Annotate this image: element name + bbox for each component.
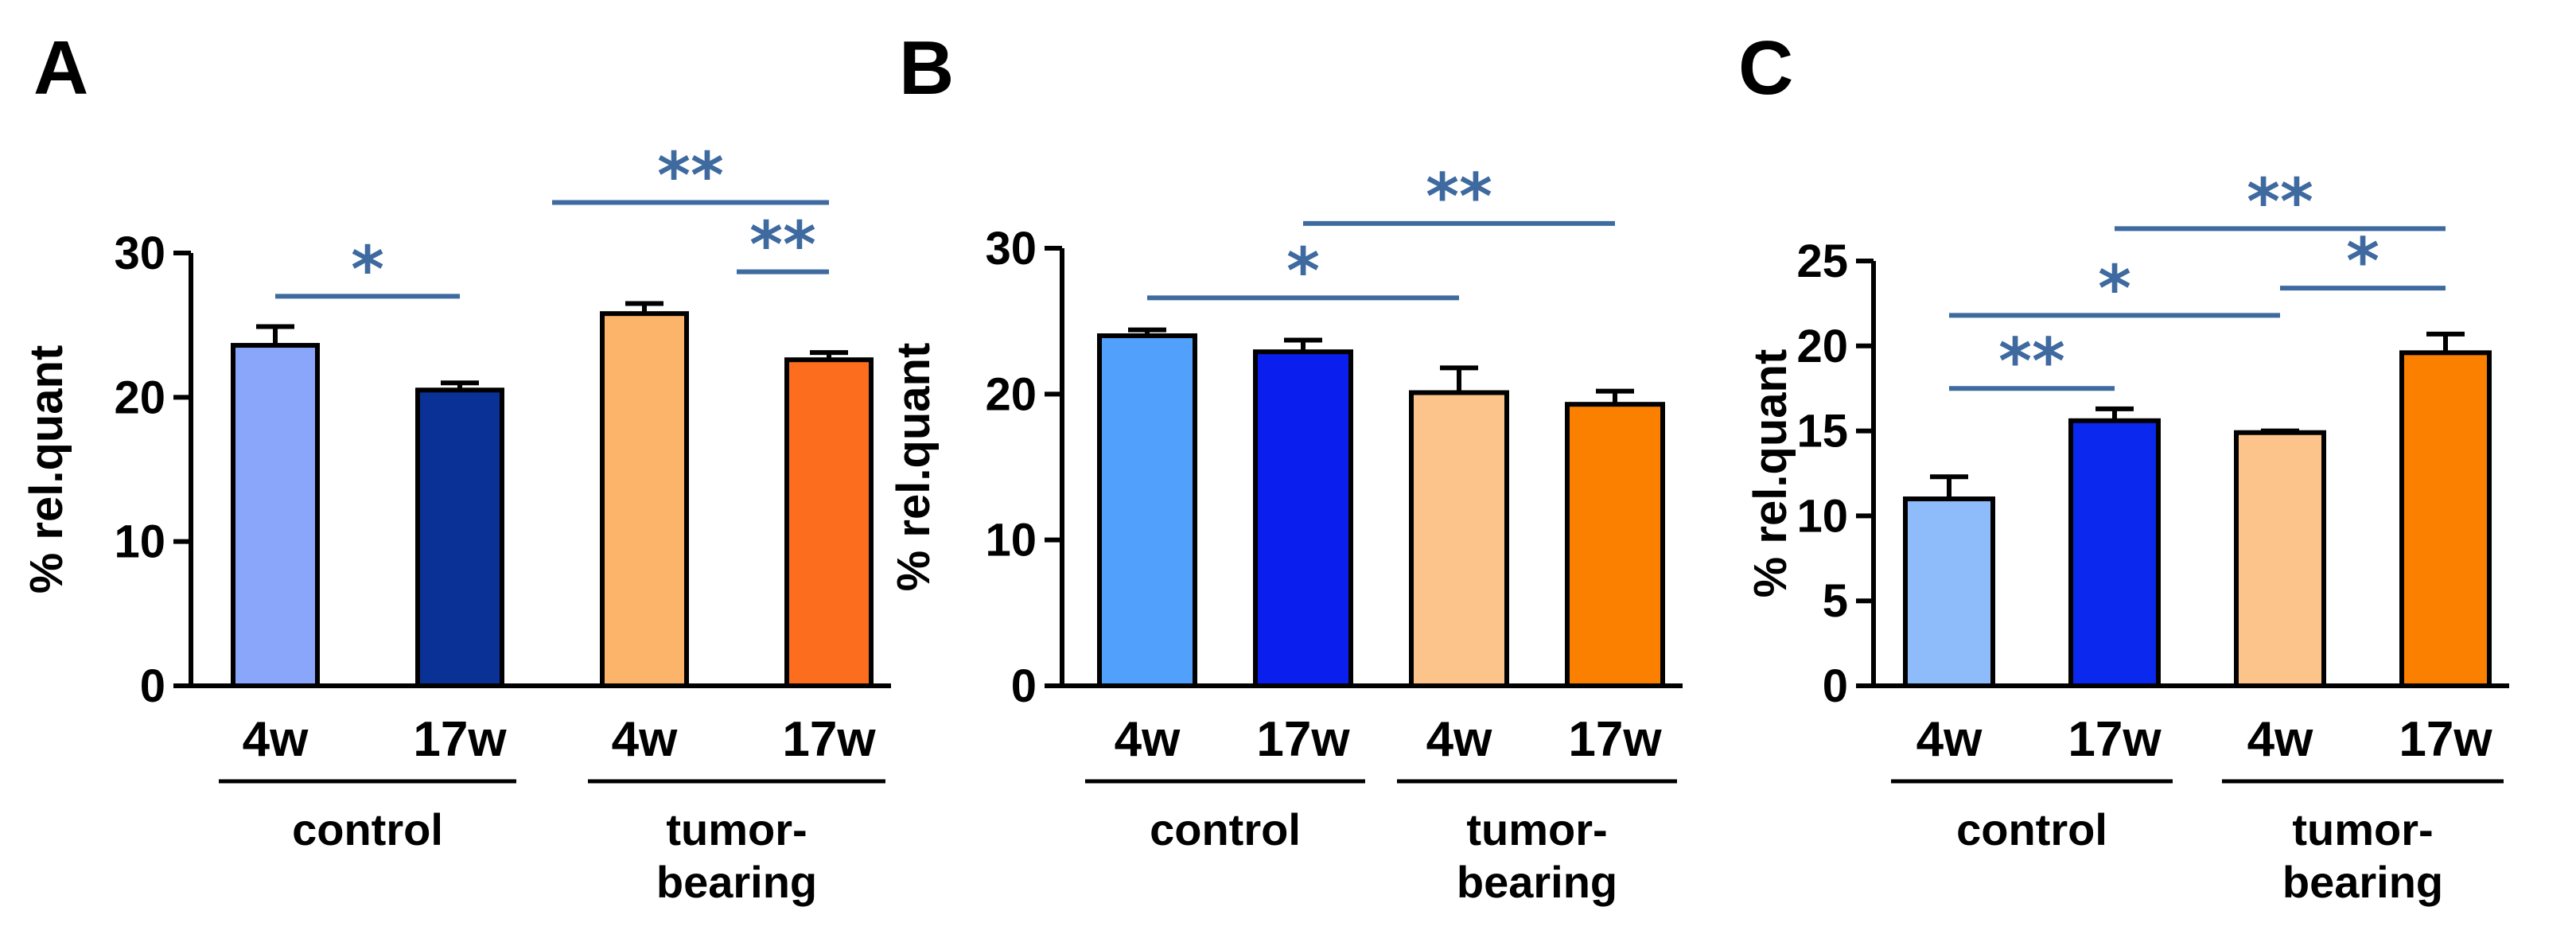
group-label: bearing: [2282, 857, 2443, 907]
bar: [1097, 333, 1197, 688]
category-label: 4w: [1426, 712, 1492, 767]
bar: [2234, 430, 2326, 689]
bar: [2399, 350, 2492, 688]
y-tick-label: 30: [114, 228, 165, 279]
category-label: 4w: [1115, 712, 1181, 767]
panel-c: C 0 5 10 15 20 25 % rel.quant 4w 17w 4w 17w control t…: [1738, 25, 2509, 907]
y-tick-label: 20: [985, 368, 1037, 420]
y-tick-label: 20: [114, 372, 165, 423]
group-label: tumor-: [2292, 804, 2433, 854]
significance-label: **: [657, 139, 724, 213]
category-label: 4w: [243, 712, 309, 767]
significance-label: **: [1426, 160, 1492, 234]
category-label: 17w: [1568, 712, 1662, 767]
bar: [1903, 496, 1995, 688]
significance-label: *: [2098, 251, 2131, 325]
significance-label: **: [2247, 165, 2313, 239]
category-label: 17w: [2068, 712, 2162, 767]
group-label: tumor-: [1466, 804, 1607, 854]
significance-label: *: [1286, 234, 1320, 308]
y-tick-label: 25: [1796, 236, 1848, 287]
y-tick-label: 10: [1796, 490, 1848, 542]
group-label: control: [1150, 804, 1301, 854]
category-label: 17w: [413, 712, 507, 767]
category-label: 4w: [1916, 712, 1983, 767]
y-tick-label: 15: [1796, 406, 1848, 457]
panel-b: B 0 10 20 30 % rel.quant 4w 17w 4w 17w control tumo…: [888, 25, 1683, 907]
y-axis-label: % rel.quant: [888, 343, 940, 592]
y-tick-label: 20: [1796, 321, 1848, 372]
bar: [784, 357, 874, 688]
category-label: 17w: [782, 712, 876, 767]
y-tick-label: 30: [985, 223, 1037, 274]
y-tick-label: 10: [114, 516, 165, 568]
group-label: bearing: [656, 857, 817, 907]
y-axis-label: % rel.quant: [1745, 349, 1796, 598]
significance-label: *: [2346, 224, 2379, 298]
bar: [600, 311, 689, 688]
y-tick-label: 0: [140, 660, 165, 712]
bar: [415, 387, 504, 688]
category-label: 4w: [2247, 712, 2313, 767]
bar: [1565, 402, 1665, 688]
group-label: tumor-: [666, 804, 807, 854]
panel-letter: B: [899, 25, 954, 111]
bar: [2068, 418, 2161, 688]
category-label: 17w: [1256, 712, 1350, 767]
group-label: control: [292, 804, 443, 854]
significance-label: **: [1998, 325, 2065, 399]
group-label: control: [1956, 804, 2107, 854]
significance-label: *: [351, 232, 384, 306]
y-tick-label: 5: [1823, 575, 1848, 627]
y-tick-label: 0: [1823, 660, 1848, 712]
bar: [1409, 390, 1509, 688]
category-label: 4w: [612, 712, 678, 767]
significance-label: **: [749, 208, 816, 282]
group-label: bearing: [1457, 857, 1617, 907]
bar: [231, 343, 320, 688]
y-tick-label: 10: [985, 515, 1037, 566]
category-label: 17w: [2399, 712, 2492, 767]
panel-letter: C: [1738, 25, 1793, 111]
bar: [1253, 349, 1353, 688]
panel-a: A 0 10 20 30 % rel.quant 4w 17w 4w 17w control tumo…: [21, 25, 891, 907]
y-tick-label: 0: [1011, 660, 1037, 712]
panel-letter: A: [33, 25, 88, 111]
y-axis-label: % rel.quant: [21, 345, 72, 594]
